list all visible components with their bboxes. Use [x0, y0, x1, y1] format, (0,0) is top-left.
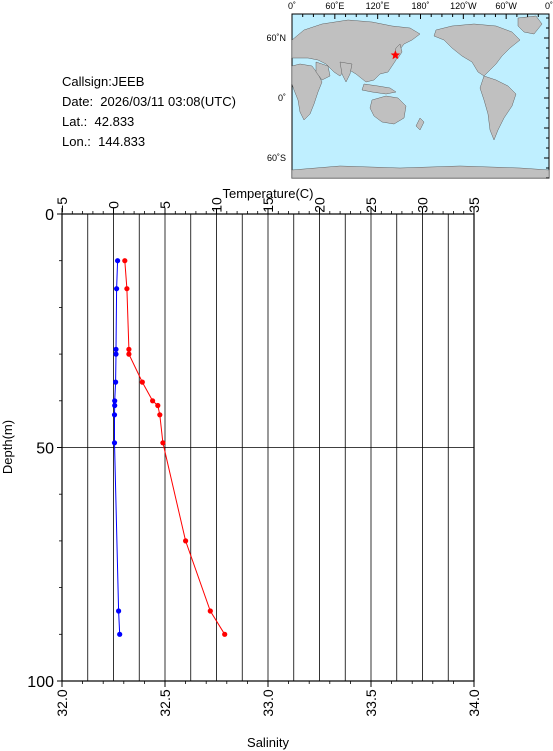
temperature-point: [150, 398, 156, 404]
land-south-america: [479, 75, 517, 141]
land-africa: [291, 63, 323, 121]
map-lon-label: 0˚: [545, 1, 553, 11]
land-new-zealand: [415, 117, 425, 131]
chart-grid: [62, 214, 474, 681]
temperature-tick-label: 0: [106, 201, 122, 209]
map-lon-label: 120˚W: [450, 1, 477, 11]
temperature-point: [126, 346, 132, 352]
chart-series: [111, 258, 228, 637]
temperature-point: [124, 286, 130, 292]
bottom-axis-label: Salinity: [247, 735, 289, 750]
temperature-point: [126, 351, 132, 357]
map-lon-label: 120˚E: [366, 1, 390, 11]
salinity-point: [117, 631, 123, 637]
depth-tick-label: 0: [45, 207, 54, 224]
land-australia: [369, 95, 407, 125]
date-text: Date: 2026/03/11 03:08(UTC): [62, 94, 236, 109]
salinity-profile-line: [114, 260, 121, 635]
map-lat-label: 60˚S: [267, 153, 286, 163]
land-india: [339, 61, 353, 83]
temperature-tick-label: 20: [312, 197, 328, 213]
salinity-tick-label: 33.0: [260, 689, 276, 716]
salinity-point: [112, 402, 118, 409]
land-indonesia: [361, 83, 397, 95]
salinity-point: [112, 398, 118, 404]
salinity-point: [113, 379, 119, 385]
salinity-point: [113, 351, 119, 357]
map-lon-label: 60˚W: [495, 1, 517, 11]
map-lat-labels: 60˚N 0˚ 60˚S: [266, 33, 286, 163]
temperature-tick-label: 35: [466, 197, 482, 213]
depth-tick-label: 100: [27, 674, 54, 691]
world-map: 0˚ 60˚E 120˚E 180˚ 120˚W 60˚W 0˚ 60˚N 0˚ 60˚S: [266, 1, 553, 179]
station-info: Callsign:JEEB Date: 2026/03/11 03:08(UTC…: [62, 72, 236, 152]
temperature-point: [122, 258, 128, 264]
map-ticks: [291, 14, 550, 179]
salinity-point: [113, 346, 119, 352]
temperature-point: [139, 379, 145, 385]
map-lat-label: 0˚: [278, 93, 286, 103]
station-marker-icon: [390, 50, 401, 60]
salinity-tick-label: 34.0: [466, 689, 482, 716]
land-greenland: [517, 15, 543, 35]
salinity-point: [115, 258, 121, 264]
salinity-point: [116, 608, 122, 614]
salinity-tick-label: 33.5: [363, 689, 379, 716]
temperature-point: [160, 440, 166, 446]
land-eurasia: [291, 19, 421, 83]
map-lon-labels: 0˚ 60˚E 120˚E 180˚ 120˚W 60˚W 0˚: [288, 1, 553, 11]
temperature-tick-label: 10: [209, 197, 225, 213]
temperature-tick-label: 25: [363, 197, 379, 213]
salinity-point: [111, 412, 118, 418]
y-axis-label: Depth(m): [0, 420, 15, 474]
station-star: [390, 50, 401, 60]
salinity-point: [111, 440, 118, 446]
map-lon-label: 180˚: [411, 1, 429, 11]
map-land: [291, 15, 550, 179]
lat-text: Lat.: 42.833: [62, 114, 135, 129]
map-lon-label: 0˚: [288, 1, 296, 11]
temperature-point: [157, 412, 163, 418]
map-lat-label: 60˚N: [266, 33, 286, 43]
salinity-tick-label: 32.0: [54, 689, 70, 716]
temperature-point: [207, 608, 213, 614]
callsign-text: Callsign:JEEB: [62, 74, 145, 89]
land-antarctica: [291, 165, 550, 179]
land-arabia: [315, 61, 331, 81]
salinity-tick-label: 32.5: [157, 689, 173, 716]
temperature-tick-label: 5: [157, 201, 173, 209]
temperature-tick-label: −5: [54, 197, 70, 213]
temperature-point: [222, 631, 228, 637]
lon-text: Lon.: 144.833: [62, 134, 146, 149]
temperature-profile-line: [124, 260, 226, 635]
map-lon-label: 60˚E: [325, 1, 344, 11]
land-north-america: [433, 23, 521, 77]
temperature-tick-label: 15: [260, 197, 276, 213]
plot-frame: [61, 213, 475, 682]
depth-tick-label: 50: [36, 441, 54, 458]
temperature-point: [183, 538, 189, 544]
salinity-point: [114, 286, 120, 292]
temperature-tick-label: 30: [415, 197, 431, 213]
temperature-point: [155, 402, 161, 409]
